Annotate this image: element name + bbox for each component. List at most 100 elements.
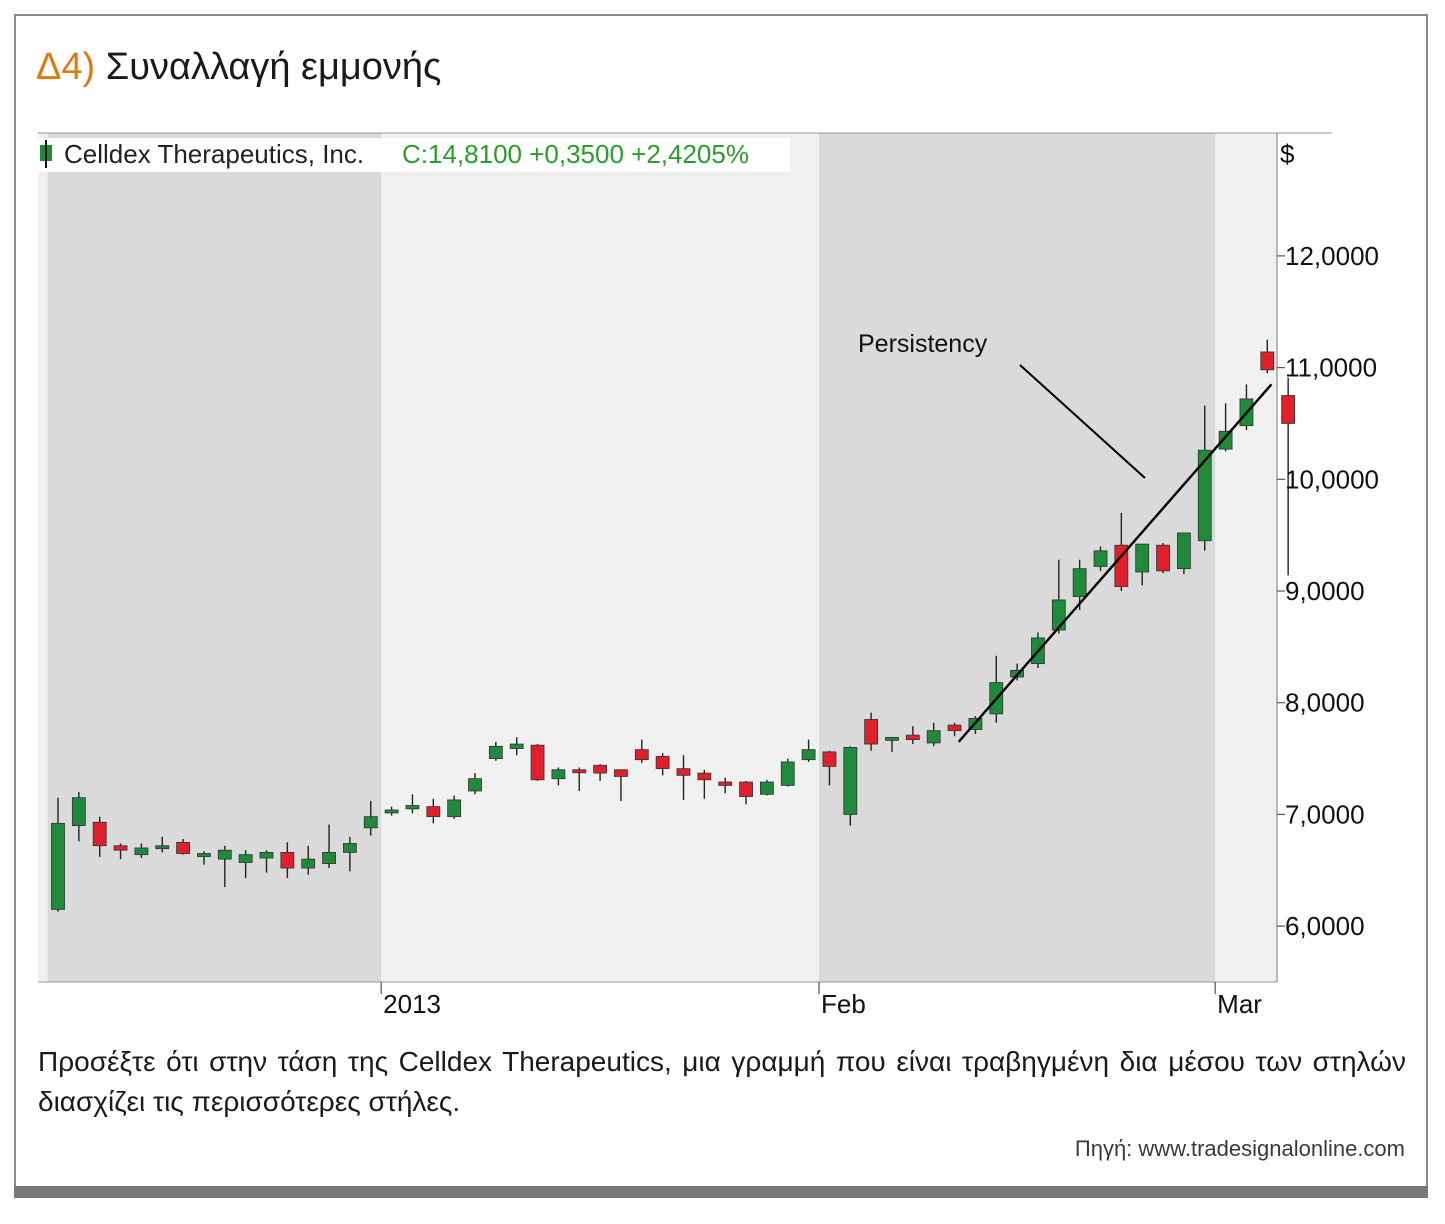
candle: [342, 836, 357, 872]
candle: [1197, 405, 1212, 551]
candle: [864, 712, 879, 751]
candle: [739, 780, 753, 805]
x-axis: 2013 Feb Mar: [380, 982, 1262, 1019]
candle-body: [1135, 543, 1150, 573]
y-tick-label: 12,0000: [1285, 241, 1379, 271]
candle-body: [697, 772, 712, 781]
candle-body: [51, 822, 65, 910]
candle: [1156, 542, 1170, 574]
candle-body: [71, 797, 86, 827]
candle-body: [280, 852, 295, 869]
candle-body: [509, 743, 524, 749]
candle-body: [447, 799, 462, 818]
candle: [614, 769, 628, 802]
legend-last-quote: C:14,8100 +0,3500 +2,4205%: [402, 139, 749, 169]
candle-body: [468, 778, 482, 792]
candlestick-chart: Persistency Celldex Therapeutics, Inc. C…: [38, 132, 1379, 1019]
candle-body: [1114, 544, 1129, 587]
candle: [843, 746, 858, 826]
candle: [634, 739, 649, 764]
figure-number: Δ4): [36, 46, 96, 88]
candle: [301, 845, 316, 875]
candle-body: [1156, 544, 1170, 572]
y-axis: 6,0000 7,0000 8,0000 9,0000 10,0000 11,0000 12…: [1276, 133, 1379, 982]
candle: [530, 744, 545, 781]
candle: [926, 722, 941, 747]
candle-body: [155, 845, 170, 850]
candle-body: [780, 761, 795, 786]
candle: [71, 792, 86, 842]
candle: [760, 779, 774, 796]
candle: [238, 850, 253, 879]
x-tick-label: 2013: [383, 989, 441, 1019]
candle-body: [614, 769, 628, 777]
candle: [468, 773, 482, 795]
candle-body: [718, 781, 733, 786]
candle: [822, 750, 837, 786]
candle-body: [134, 847, 149, 856]
candle-body: [634, 749, 649, 761]
candle-body: [676, 768, 691, 776]
candle: [155, 836, 170, 853]
y-tick-label: 9,0000: [1285, 576, 1365, 606]
candle: [51, 797, 65, 912]
candle: [697, 769, 712, 799]
candle: [905, 726, 920, 745]
candle-body: [947, 724, 962, 732]
candle-body: [384, 809, 399, 814]
candle-body: [217, 849, 232, 860]
candle: [217, 845, 232, 888]
candle-body: [92, 821, 107, 847]
candle: [593, 764, 607, 781]
trend-line: [957, 383, 1273, 743]
x-tick-label: Mar: [1217, 989, 1262, 1019]
candle-body: [363, 816, 378, 829]
candle-body: [113, 845, 128, 851]
candle-body: [822, 751, 837, 767]
bottom-divider: [14, 1186, 1428, 1198]
candle: [134, 843, 149, 859]
candle-body: [1072, 568, 1087, 597]
candle: [113, 843, 128, 860]
candle-body: [301, 858, 316, 869]
candle-body: [405, 805, 420, 810]
candle-body: [926, 730, 941, 744]
candle: [176, 839, 191, 855]
candle: [280, 842, 295, 879]
candle: [572, 767, 587, 791]
candle: [1072, 559, 1087, 611]
candle-body: [488, 745, 503, 759]
candle: [447, 795, 462, 819]
candle-body: [572, 769, 587, 774]
candle-body: [1260, 351, 1275, 371]
y-tick-label: 8,0000: [1285, 688, 1365, 718]
candle: [1260, 339, 1275, 374]
candle-body: [551, 769, 566, 780]
candle: [1093, 546, 1108, 571]
candle: [780, 758, 795, 787]
candle: [718, 777, 733, 794]
candle-body: [905, 734, 920, 740]
x-tick-label: Feb: [821, 989, 866, 1019]
candle: [801, 739, 816, 762]
candle: [197, 851, 211, 865]
candle: [1218, 403, 1233, 452]
candles: [51, 339, 1296, 912]
candle: [947, 722, 962, 737]
candle-body: [238, 854, 253, 863]
candle: [551, 767, 566, 786]
candle-body: [843, 747, 858, 815]
candle: [259, 850, 274, 873]
legend-series-name: Celldex Therapeutics, Inc.: [64, 139, 364, 169]
y-tick-label: 6,0000: [1285, 911, 1365, 941]
figure-heading: Δ4) Συναλλαγή εμμονής: [36, 46, 441, 89]
candle: [92, 816, 107, 857]
candle: [384, 806, 399, 816]
candle-body: [176, 841, 191, 854]
candle: [405, 794, 420, 814]
candle-body: [1093, 550, 1108, 567]
y-tick-label: 7,0000: [1285, 799, 1365, 829]
annotation-persistency: Persistency: [858, 330, 988, 358]
candle: [509, 737, 524, 756]
candle: [885, 736, 899, 752]
